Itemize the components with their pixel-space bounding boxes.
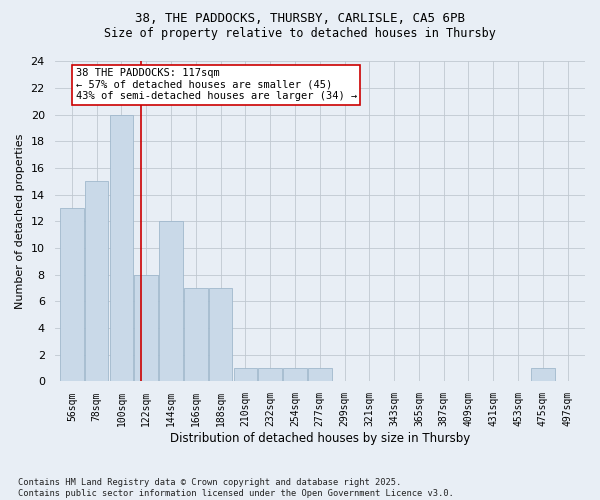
- Bar: [110, 115, 133, 382]
- Bar: [531, 368, 554, 382]
- Bar: [308, 368, 332, 382]
- Y-axis label: Number of detached properties: Number of detached properties: [15, 134, 25, 309]
- Text: Size of property relative to detached houses in Thursby: Size of property relative to detached ho…: [104, 28, 496, 40]
- Bar: [209, 288, 232, 382]
- Text: 38 THE PADDOCKS: 117sqm
← 57% of detached houses are smaller (45)
43% of semi-de: 38 THE PADDOCKS: 117sqm ← 57% of detache…: [76, 68, 357, 102]
- X-axis label: Distribution of detached houses by size in Thursby: Distribution of detached houses by size …: [170, 432, 470, 445]
- Bar: [283, 368, 307, 382]
- Bar: [159, 222, 183, 382]
- Bar: [60, 208, 83, 382]
- Bar: [259, 368, 282, 382]
- Bar: [85, 182, 109, 382]
- Bar: [134, 275, 158, 382]
- Bar: [184, 288, 208, 382]
- Text: Contains HM Land Registry data © Crown copyright and database right 2025.
Contai: Contains HM Land Registry data © Crown c…: [18, 478, 454, 498]
- Text: 38, THE PADDOCKS, THURSBY, CARLISLE, CA5 6PB: 38, THE PADDOCKS, THURSBY, CARLISLE, CA5…: [135, 12, 465, 26]
- Bar: [233, 368, 257, 382]
